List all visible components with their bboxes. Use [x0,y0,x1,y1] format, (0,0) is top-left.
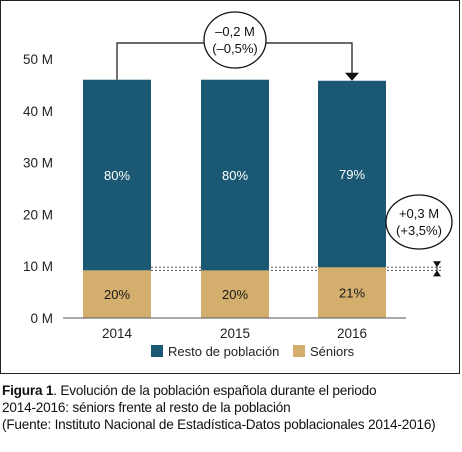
x-tick-label: 2016 [337,326,367,341]
data-label-resto-2015: 80% [222,168,248,183]
data-label-seniors-2015: 20% [222,287,248,302]
legend-swatch [293,345,305,357]
data-label-resto-2014: 80% [104,168,130,183]
y-tick-label: 10 M [23,259,53,274]
bar-resto-2014 [83,79,151,271]
legend-label: Resto de población [168,344,279,359]
bar-seniors-2014 [83,270,151,318]
y-tick-label: 20 M [23,207,53,222]
y-tick-label: 50 M [23,52,53,67]
seniors-change-value: +0,3 M [399,206,439,221]
total-change-value: –0,2 M [215,24,255,39]
seniors-change-bubble [385,194,453,250]
total-change-bubble [203,11,267,69]
legend-label: Séniors [310,344,355,359]
y-tick-label: 0 M [30,311,53,326]
seniors-gap-arrow-top [433,261,441,268]
caption-title-text: . Evolución de la población española dur… [53,383,377,398]
seniors-change-percent: (+3,5%) [396,223,442,238]
x-tick-label: 2014 [102,326,133,341]
data-label-resto-2016: 79% [339,167,365,182]
total-change-arrowhead [345,72,359,81]
x-tick-label: 2015 [220,326,250,341]
figure-caption: Figura 1. Evolución de la población espa… [2,382,460,433]
legend-swatch [151,345,163,357]
data-label-seniors-2016: 21% [339,286,365,301]
bar-resto-2015 [201,79,269,271]
seniors-gap-arrow-bottom [433,270,441,277]
caption-line-3: (Fuente: Instituto Nacional de Estadísti… [2,417,436,432]
data-label-seniors-2014: 20% [104,287,130,302]
bar-resto-2016 [318,80,386,268]
caption-line-1: Figura 1. Evolución de la población espa… [2,382,460,399]
bar-seniors-2016 [318,267,386,318]
caption-figure-label: Figura 1 [2,383,54,398]
chart-frame: 20% 80% 20% 80% 21% 79% 0 M 10 M 20 M 30 M 40 M 50… [0,0,460,374]
y-tick-label: 40 M [23,104,53,119]
total-change-percent: (–0,5%) [212,41,258,56]
caption-line-2: 2014-2016: séniors frente al resto de la… [2,400,291,415]
y-tick-label: 30 M [23,156,53,171]
chart-svg: 20% 80% 20% 80% 21% 79% 0 M 10 M 20 M 30 M 40 M 50… [23,11,453,359]
bar-seniors-2015 [201,270,269,318]
